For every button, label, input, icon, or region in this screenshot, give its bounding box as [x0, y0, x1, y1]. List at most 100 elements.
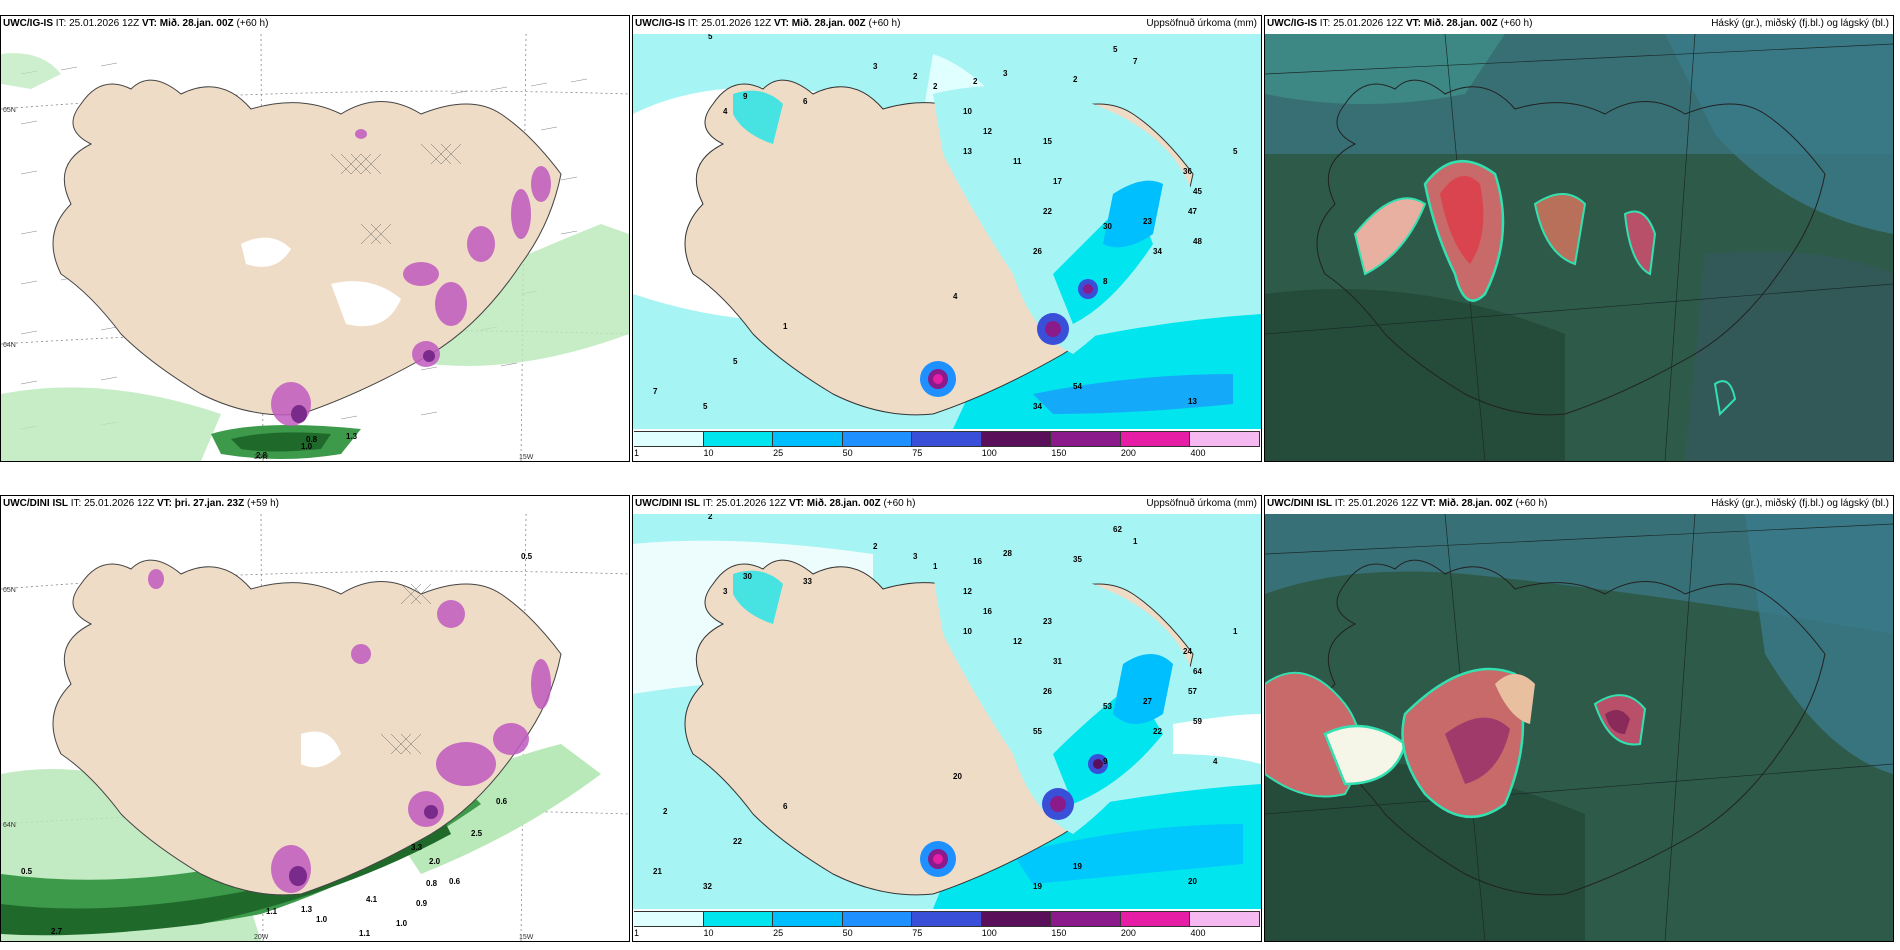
colorbar-cell: [981, 911, 1052, 927]
precip-value-label: 55: [1033, 727, 1042, 736]
colorbar-tick: 1: [634, 928, 640, 938]
precip-value-label: 2: [913, 72, 918, 81]
precip-value-label: 2: [873, 542, 878, 551]
precip-value-label: 33: [803, 577, 812, 586]
panel-clouds-bottom: UWC/DINI ISL IT: 25.01.2026 12Z VT: Mið.…: [1264, 495, 1894, 942]
wind-label: 1.1: [266, 907, 278, 916]
precip-value-label: 16: [983, 607, 992, 616]
precip-value-label: 2: [708, 514, 713, 521]
precip-value-label: 32: [703, 882, 712, 891]
colorbar-cell: [842, 431, 913, 447]
precip-value-label: 48: [1193, 237, 1202, 246]
panel-header: UWC/DINI ISL IT: 25.01.2026 12Z VT: þri.…: [3, 498, 279, 509]
precip-value-label: 1: [783, 322, 788, 331]
wind-label: 0.5: [521, 552, 533, 561]
precip-value-label: 13: [963, 147, 972, 156]
precip-value-label: 3: [1003, 69, 1008, 78]
colorbar-cell: [912, 431, 982, 447]
wind-label: 0.8: [426, 879, 438, 888]
wind-label: 0.5: [21, 867, 33, 876]
panel-wind-top: UWC/IG-IS IT: 25.01.2026 12Z VT: Mið. 28…: [0, 15, 630, 462]
colorbar-tick: 25: [773, 928, 784, 938]
map-area[interactable]: 0.5 0.5 2.7 1.1 1.0 1.0 0.9 0.8 0.6 2.0 …: [1, 514, 629, 941]
axis-label: 20W: [254, 934, 269, 941]
colorbar-cell: [703, 911, 774, 927]
precip-value-label: 7: [653, 387, 658, 396]
colorbar-cell: [1051, 911, 1121, 927]
precip-value-label: 26: [1043, 687, 1052, 696]
precip-value-label: 5: [733, 357, 738, 366]
panel-wind-bottom: UWC/DINI ISL IT: 25.01.2026 12Z VT: þri.…: [0, 495, 630, 942]
precip-value-label: 10: [963, 627, 972, 636]
precip-value-label: 62: [1113, 525, 1122, 534]
precip-value-label: 10: [963, 107, 972, 116]
wind-label: 2.7: [51, 927, 63, 936]
precip-value-label: 27: [1143, 697, 1152, 706]
colorbar: 1 10 25 50 75 100 150 200 400: [634, 911, 1260, 938]
precip-value-label: 9: [1103, 757, 1108, 766]
precip-value-label: 1: [1233, 627, 1238, 636]
map-area[interactable]: 2 2 3 1 16 28 12 16 10 12 23 31 26 55 53 27 22 24 64 57 59 19…: [633, 514, 1261, 909]
precip-value-label: 31: [1053, 657, 1062, 666]
precip-value-label: 1: [933, 562, 938, 571]
colorbar-cell: [773, 911, 843, 927]
precip-value-label: 11: [1013, 157, 1022, 166]
panel-header: UWC/IG-IS IT: 25.01.2026 12Z VT: Mið. 28…: [3, 18, 269, 29]
colorbar-tick: 200: [1120, 928, 1136, 938]
axis-label: 64N: [3, 342, 16, 349]
map-area[interactable]: 0.8 1.3 1.0 2.8 20W 15W 65N 64N: [1, 34, 629, 461]
map-area[interactable]: [1265, 34, 1893, 461]
map-area[interactable]: 5 3 2 2 2 3 10 12 13 11 15 17 22 26 30 23 34 36 45 47 48 54 34…: [633, 34, 1261, 429]
precip-value-label: 47: [1188, 207, 1197, 216]
precip-value-label: 21: [653, 867, 662, 876]
precip-value-label: 54: [1073, 382, 1082, 391]
wind-label: 1.3: [346, 432, 358, 441]
wind-label: 0.8: [306, 435, 318, 444]
colorbar-tick: 10: [703, 448, 714, 458]
precip-value-label: 7: [1133, 57, 1138, 66]
axis-label: 15W: [519, 454, 534, 461]
wind-label: 1.1: [359, 929, 371, 938]
panel-header: UWC/IG-IS IT: 25.01.2026 12Z VT: Mið. 28…: [1267, 18, 1889, 29]
wind-label: 1.0: [301, 442, 313, 451]
wind-label: 1.0: [396, 919, 408, 928]
colorbar-tick: 150: [1051, 448, 1067, 458]
precip-value-label: 22: [1043, 207, 1052, 216]
precip-value-label: 2: [933, 82, 938, 91]
panel-clouds-top: UWC/IG-IS IT: 25.01.2026 12Z VT: Mið. 28…: [1264, 15, 1894, 462]
precip-value-label: 23: [1043, 617, 1052, 626]
precip-value-label: 4: [1213, 757, 1218, 766]
wind-label: 0.9: [416, 899, 428, 908]
colorbar-cell: [634, 911, 704, 927]
colorbar-tick: 50: [842, 928, 853, 938]
precip-value-label: 2: [1073, 75, 1078, 84]
wind-label: 1.0: [316, 915, 328, 924]
precip-value-label: 4: [723, 107, 728, 116]
panel-precip-top: UWC/IG-IS IT: 25.01.2026 12Z VT: Mið. 28…: [632, 15, 1262, 462]
precip-value-label: 17: [1053, 177, 1062, 186]
map-area[interactable]: [1265, 514, 1893, 941]
colorbar-tick: 75: [912, 448, 923, 458]
precip-value-label: 30: [1103, 222, 1112, 231]
precip-value-label: 64: [1193, 667, 1202, 676]
precip-value-label: 16: [973, 557, 982, 566]
colorbar-cell: [981, 431, 1052, 447]
precip-value-label: 19: [1033, 882, 1042, 891]
colorbar-cell: [1190, 911, 1260, 927]
axis-label: 15W: [519, 934, 534, 941]
wind-label: 4.1: [366, 895, 378, 904]
precip-value-label: 24: [1183, 647, 1192, 656]
precip-value-label: 1: [1133, 537, 1138, 546]
colorbar-tick: 1: [634, 448, 640, 458]
colorbar-cell: [1051, 431, 1121, 447]
precip-value-label: 2: [973, 77, 978, 86]
colorbar: 1 10 25 50 75 100 150 200 400: [634, 431, 1260, 458]
colorbar-cell: [1190, 431, 1260, 447]
wind-label: 2.5: [471, 829, 483, 838]
colorbar-cell: [773, 431, 843, 447]
precip-value-label: 5: [703, 402, 708, 411]
precip-value-label: 8: [1103, 277, 1108, 286]
wind-label: 3.3: [411, 843, 423, 852]
colorbar-cell: [1120, 431, 1191, 447]
wind-label: 0.6: [449, 877, 461, 886]
